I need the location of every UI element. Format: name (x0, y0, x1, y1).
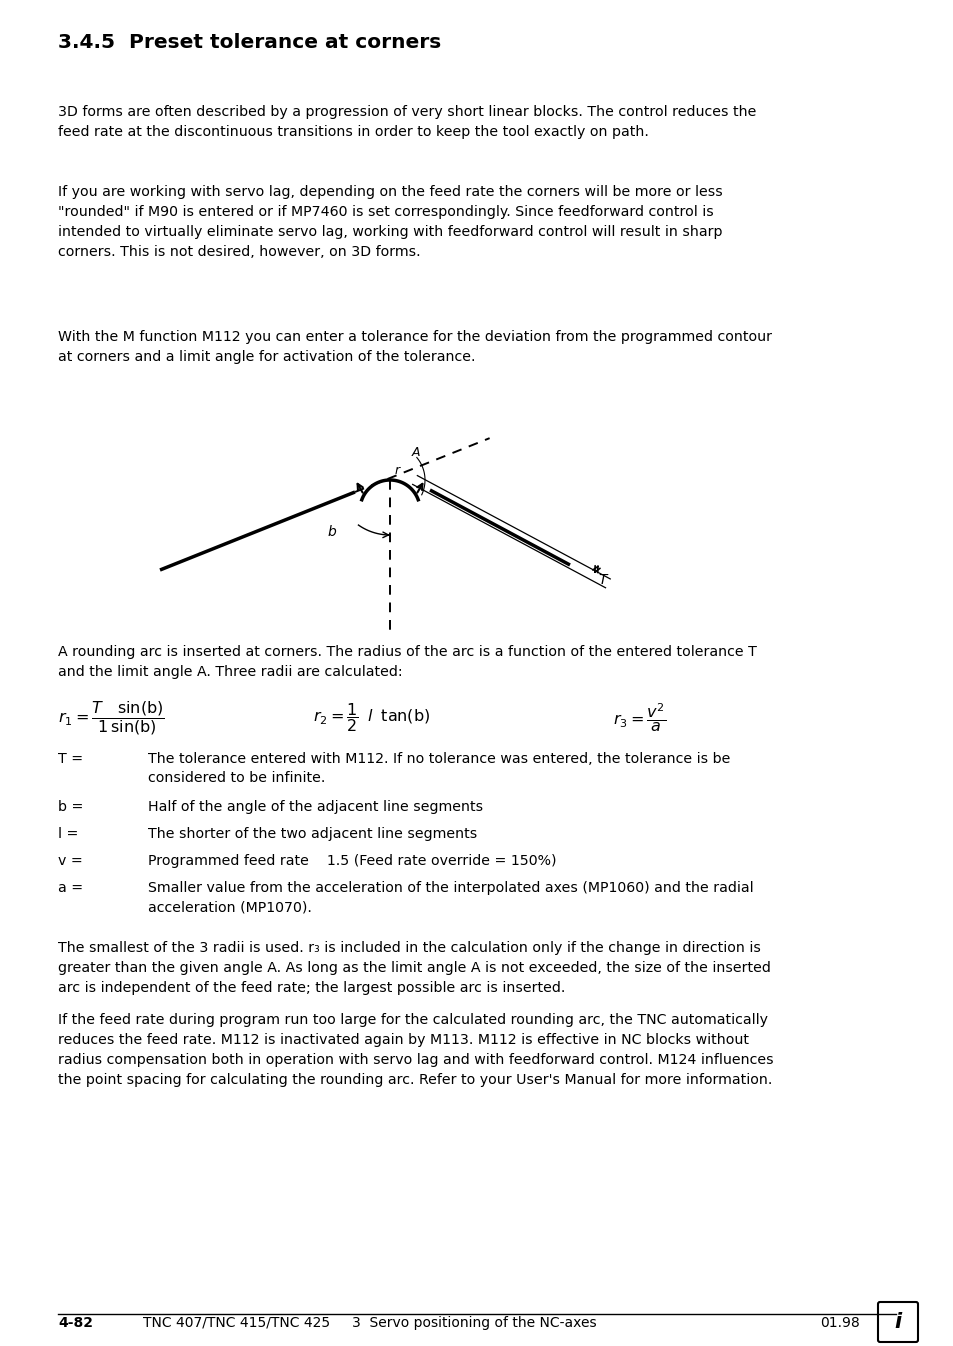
Text: Programmed feed rate    1.5 (Feed rate override = 150%): Programmed feed rate 1.5 (Feed rate over… (148, 853, 556, 868)
Text: i: i (894, 1312, 901, 1333)
Text: $r_1 = \dfrac{T \quad \mathrm{sin(b)}}{1\,\mathrm{sin(b)}}$: $r_1 = \dfrac{T \quad \mathrm{sin(b)}}{1… (58, 699, 165, 738)
Text: The smallest of the 3 radii is used. r₃ is included in the calculation only if t: The smallest of the 3 radii is used. r₃ … (58, 941, 770, 995)
Text: 4-82: 4-82 (58, 1316, 92, 1330)
Text: b: b (328, 525, 336, 538)
Text: 3.4.5  Preset tolerance at corners: 3.4.5 Preset tolerance at corners (58, 34, 441, 52)
Text: 01.98: 01.98 (820, 1316, 859, 1330)
Text: If the feed rate during program run too large for the calculated rounding arc, t: If the feed rate during program run too … (58, 1014, 773, 1088)
Text: A rounding arc is inserted at corners. The radius of the arc is a function of th: A rounding arc is inserted at corners. T… (58, 645, 756, 678)
Text: With the M function M112 you can enter a tolerance for the deviation from the pr: With the M function M112 you can enter a… (58, 330, 771, 363)
Text: r: r (395, 463, 399, 476)
FancyBboxPatch shape (877, 1302, 917, 1342)
Text: If you are working with servo lag, depending on the feed rate the corners will b: If you are working with servo lag, depen… (58, 184, 722, 260)
Text: A: A (412, 446, 420, 459)
Text: Half of the angle of the adjacent line segments: Half of the angle of the adjacent line s… (148, 800, 482, 814)
Text: a =: a = (58, 882, 83, 895)
Text: b =: b = (58, 800, 83, 814)
Text: 3D forms are often described by a progression of very short linear blocks. The c: 3D forms are often described by a progre… (58, 105, 756, 139)
Text: The tolerance entered with M112. If no tolerance was entered, the tolerance is b: The tolerance entered with M112. If no t… (148, 752, 730, 786)
Text: The shorter of the two adjacent line segments: The shorter of the two adjacent line seg… (148, 826, 476, 841)
Text: v =: v = (58, 853, 83, 868)
Text: $r_3 = \dfrac{v^2}{a}$: $r_3 = \dfrac{v^2}{a}$ (613, 701, 666, 735)
Text: TNC 407/TNC 415/TNC 425     3  Servo positioning of the NC-axes: TNC 407/TNC 415/TNC 425 3 Servo position… (143, 1316, 596, 1330)
Text: T: T (598, 573, 607, 587)
Text: l =: l = (58, 826, 78, 841)
Text: $r_2 = \dfrac{1}{2}\;\;l\;\;\mathrm{tan(b)}$: $r_2 = \dfrac{1}{2}\;\;l\;\;\mathrm{tan(… (313, 701, 430, 735)
Text: Smaller value from the acceleration of the interpolated axes (MP1060) and the ra: Smaller value from the acceleration of t… (148, 882, 753, 914)
Text: T =: T = (58, 752, 83, 766)
